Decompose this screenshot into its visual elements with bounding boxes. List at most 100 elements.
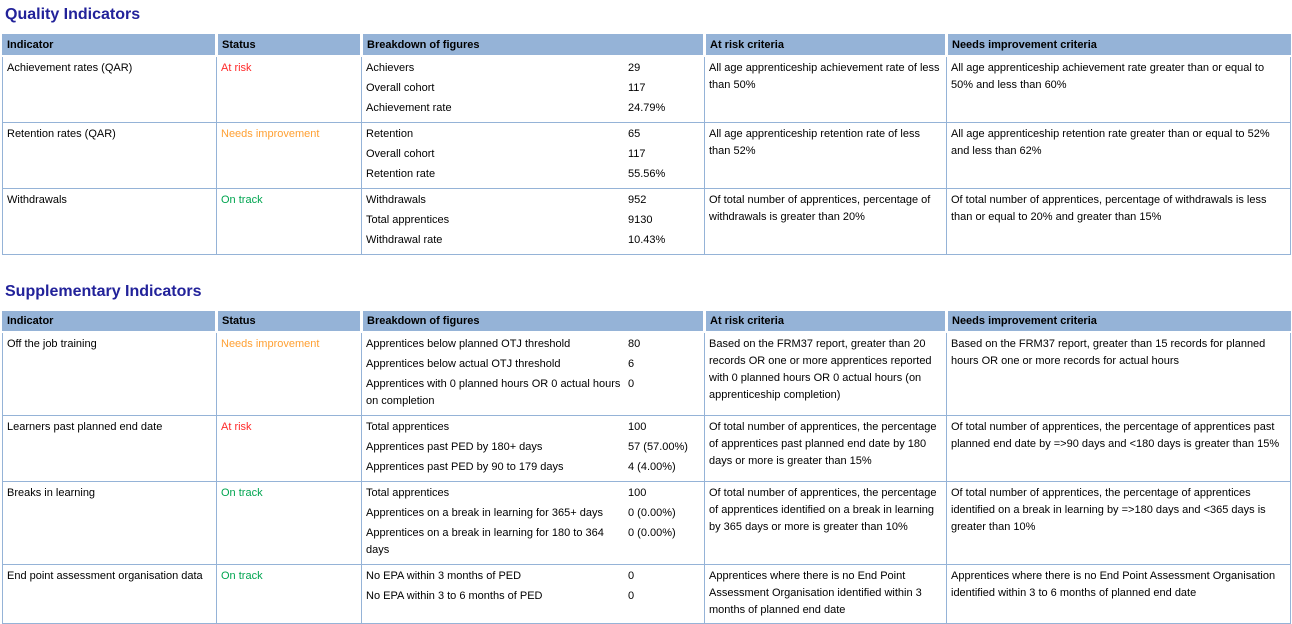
indicator-cell: Learners past planned end date <box>3 416 217 482</box>
status-badge: Needs improvement <box>221 338 319 350</box>
indicator-label: Learners past planned end date <box>7 421 162 433</box>
indicator-label: Retention rates (QAR) <box>7 128 116 140</box>
breakdown-label: Retention <box>366 126 628 143</box>
status-badge: Needs improvement <box>221 128 319 140</box>
indicator-cell: Withdrawals <box>3 188 217 254</box>
breakdown-value: 0 (0.00%) <box>628 505 700 522</box>
column-header-breakdown: Breakdown of figures <box>362 35 705 56</box>
supplementary-indicators-section: Supplementary Indicators Indicator Statu… <box>0 255 1292 624</box>
column-header-status: Status <box>217 35 362 56</box>
table-row: Off the job training Needs improvement App… <box>3 332 1291 416</box>
breakdown-label: Overall cohort <box>366 146 628 163</box>
column-header-indicator: Indicator <box>3 35 217 56</box>
breakdown-label: No EPA within 3 months of PED <box>366 568 628 585</box>
column-header-status: Status <box>217 311 362 332</box>
breakdown-value: 4 (4.00%) <box>628 459 700 476</box>
column-header-at-risk-criteria: At risk criteria <box>705 311 947 332</box>
breakdown-label: Total apprentices <box>366 485 628 502</box>
status-cell: At risk <box>217 416 362 482</box>
at-risk-criteria-cell: Apprentices where there is no End Point … <box>705 565 947 624</box>
breakdown-value: 0 (0.00%) <box>628 525 700 542</box>
breakdown-value: 29 <box>628 60 700 77</box>
indicator-cell: Achievement rates (QAR) <box>3 56 217 123</box>
needs-improvement-criteria-cell: Of total number of apprentices, percenta… <box>947 188 1291 254</box>
breakdown-label: Overall cohort <box>366 80 628 97</box>
breakdown-label: Total apprentices <box>366 419 628 436</box>
breakdown-value: 0 <box>628 588 700 605</box>
breakdown-label: Apprentices below planned OTJ threshold <box>366 336 628 353</box>
column-header-needs-improvement-criteria: Needs improvement criteria <box>947 311 1291 332</box>
breakdown-value: 952 <box>628 192 700 209</box>
breakdown-line: Apprentices on a break in learning for 1… <box>366 525 700 559</box>
breakdown-label: Achievers <box>366 60 628 77</box>
breakdown-value: 0 <box>628 376 700 393</box>
indicator-label: Achievement rates (QAR) <box>7 62 132 74</box>
status-badge: At risk <box>221 421 252 433</box>
status-cell: On track <box>217 565 362 624</box>
status-cell: Needs improvement <box>217 332 362 416</box>
breakdown-label: Apprentices below actual OTJ threshold <box>366 356 628 373</box>
supplementary-indicators-table: Indicator Status Breakdown of figures At… <box>2 311 1291 624</box>
breakdown-value: 117 <box>628 80 700 97</box>
at-risk-criteria-cell: Of total number of apprentices, the perc… <box>705 482 947 565</box>
breakdown-value: 57 (57.00%) <box>628 439 700 456</box>
breakdown-value: 9130 <box>628 212 700 229</box>
table-row: End point assessment organisation data On… <box>3 565 1291 624</box>
breakdown-value: 100 <box>628 419 700 436</box>
needs-improvement-criteria-cell: All age apprenticeship achievement rate … <box>947 56 1291 123</box>
status-cell: On track <box>217 188 362 254</box>
breakdown-label: No EPA within 3 to 6 months of PED <box>366 588 628 605</box>
at-risk-criteria-cell: Of total number of apprentices, the perc… <box>705 416 947 482</box>
breakdown-line: Apprentices with 0 planned hours OR 0 ac… <box>366 376 700 410</box>
needs-improvement-criteria-cell: Apprentices where there is no End Point … <box>947 565 1291 624</box>
indicator-label: End point assessment organisation data <box>7 570 203 582</box>
table-row: Learners past planned end date At risk Tot… <box>3 416 1291 482</box>
needs-improvement-criteria-cell: Of total number of apprentices, the perc… <box>947 482 1291 565</box>
status-cell: On track <box>217 482 362 565</box>
breakdown-value: 65 <box>628 126 700 143</box>
breakdown-label: Achievement rate <box>366 100 628 117</box>
breakdown-label: Apprentices past PED by 90 to 179 days <box>366 459 628 476</box>
indicator-label: Breaks in learning <box>7 487 95 499</box>
status-badge: On track <box>221 570 263 582</box>
breakdown-label: Apprentices past PED by 180+ days <box>366 439 628 456</box>
status-badge: At risk <box>221 62 252 74</box>
column-header-needs-improvement-criteria: Needs improvement criteria <box>947 35 1291 56</box>
breakdown-label: Apprentices on a break in learning for 1… <box>366 525 628 559</box>
breakdown-value: 117 <box>628 146 700 163</box>
column-header-indicator: Indicator <box>3 311 217 332</box>
at-risk-criteria-cell: All age apprenticeship achievement rate … <box>705 56 947 123</box>
indicator-cell: Retention rates (QAR) <box>3 122 217 188</box>
table-row: Retention rates (QAR) Needs improvement Re… <box>3 122 1291 188</box>
quality-indicators-section: Quality Indicators Indicator Status Brea… <box>0 0 1292 255</box>
breakdown-label: Withdrawals <box>366 192 628 209</box>
status-badge: On track <box>221 194 263 206</box>
indicator-cell: Breaks in learning <box>3 482 217 565</box>
indicator-cell: Off the job training <box>3 332 217 416</box>
breakdown-label: Apprentices with 0 planned hours OR 0 ac… <box>366 376 628 410</box>
breakdown-label: Retention rate <box>366 166 628 183</box>
